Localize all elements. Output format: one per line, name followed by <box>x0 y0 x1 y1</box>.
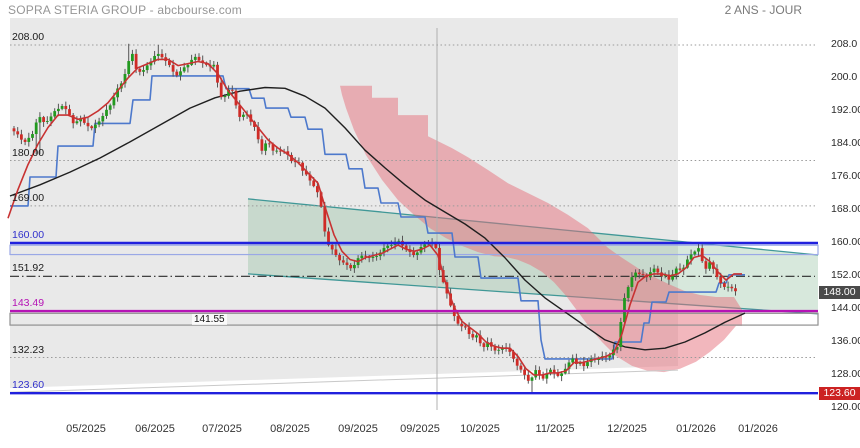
y-tick-label-144.00: 144.00 <box>831 302 860 314</box>
price-line-label-180.00: 180.00 <box>12 146 45 159</box>
x-tick-label-9: 01/2026 <box>676 423 716 435</box>
ichimoku-kijun-line <box>10 75 745 360</box>
ichimoku-tenkan-line <box>7 58 742 376</box>
x-tick-label-7: 11/2025 <box>535 423 575 435</box>
x-tick-label-10: 01/2026 <box>738 423 778 435</box>
last-price-badge: 148.00 <box>819 286 860 299</box>
y-tick-label-120.00: 120.00 <box>831 401 860 413</box>
y-tick-label-192.00: 192.00 <box>831 104 860 116</box>
x-tick-label-1: 06/2025 <box>135 423 175 435</box>
y-tick-label-168.00: 168.00 <box>831 203 860 215</box>
x-tick-label-2: 07/2025 <box>202 423 242 435</box>
x-tick-label-0: 05/2025 <box>66 423 106 435</box>
ichimoku-cloud <box>340 85 742 373</box>
mm52-line <box>9 86 746 351</box>
price-band-141.55 <box>9 312 819 326</box>
price-line-label-123.60: 123.60 <box>12 379 45 392</box>
y-tick-label-136.00: 136.00 <box>831 335 860 347</box>
period-selector-label: 2 ANS - JOUR <box>724 3 802 17</box>
price-line-label-132.23: 132.23 <box>12 343 45 356</box>
y-tick-label-200.0: 200.0 <box>831 71 858 83</box>
x-tick-label-5: 09/2025 <box>400 423 440 435</box>
y-tick-label-184.00: 184.00 <box>831 137 860 149</box>
y-tick-label-160.00: 160.00 <box>831 236 860 248</box>
band-mid-label: 141.55 <box>192 313 227 325</box>
x-tick-label-4: 09/2025 <box>338 423 378 435</box>
x-tick-label-3: 08/2025 <box>270 423 310 435</box>
y-tick-label-208.0: 208.0 <box>831 38 858 50</box>
price-line-label-169.00: 169.00 <box>12 191 45 204</box>
chart-title: SOPRA STERIA GROUP - abcbourse.com <box>8 3 242 17</box>
y-tick-label-176.00: 176.00 <box>831 170 860 182</box>
plot-background <box>10 18 678 388</box>
price-line-label-151.92: 151.92 <box>12 262 45 275</box>
price-line-label-160.00: 160.00 <box>12 229 45 241</box>
alert-price-badge: 123.60 <box>819 386 860 400</box>
x-tick-label-6: 10/2025 <box>460 423 500 435</box>
x-tick-label-8: 12/2025 <box>607 423 647 435</box>
y-tick-label-128.00: 128.00 <box>831 368 860 380</box>
y-tick-label-152.00: 152.00 <box>831 269 860 281</box>
support-trendline <box>9 369 679 393</box>
price-line-label-208.00: 208.00 <box>12 31 45 43</box>
price-line-label-143.49: 143.49 <box>12 297 45 310</box>
